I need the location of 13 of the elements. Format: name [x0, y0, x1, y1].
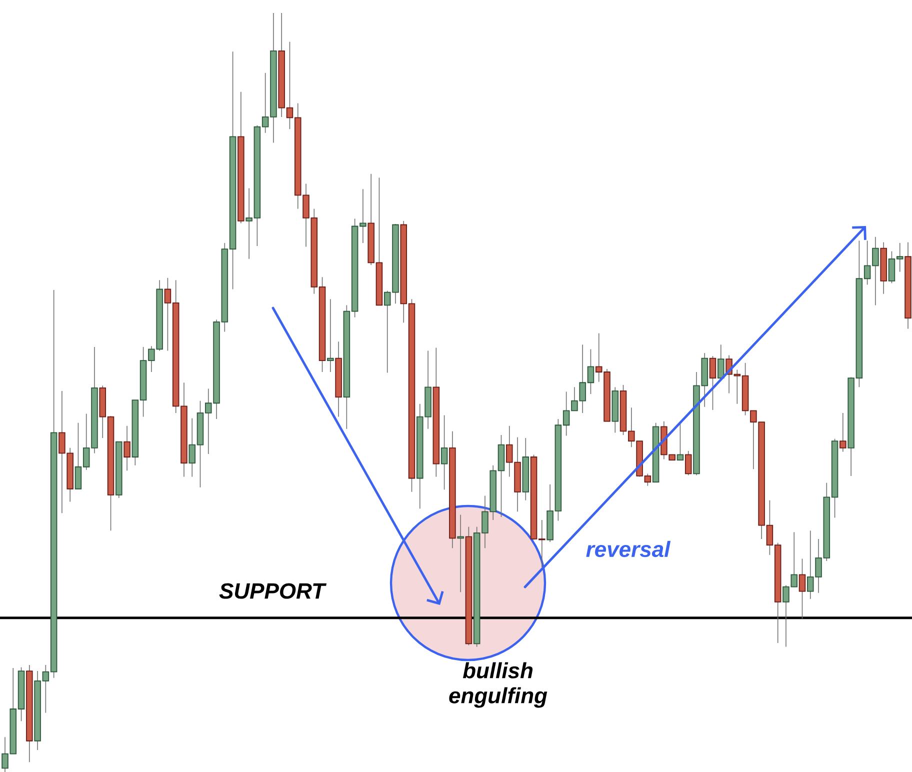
candlestick [684, 450, 692, 476]
ref-line-label: SUPPORT [219, 583, 327, 599]
candlestick [327, 298, 334, 372]
candlestick [457, 514, 464, 593]
candlestick [718, 344, 724, 379]
annotation: bullish engulfing [449, 662, 548, 708]
candlestick [840, 412, 846, 452]
candlestick [709, 356, 716, 410]
candlestick [440, 414, 448, 490]
candlestick [124, 425, 130, 472]
candlestick [676, 422, 684, 460]
candlestick [798, 558, 806, 620]
annotation: reversal [586, 540, 671, 558]
